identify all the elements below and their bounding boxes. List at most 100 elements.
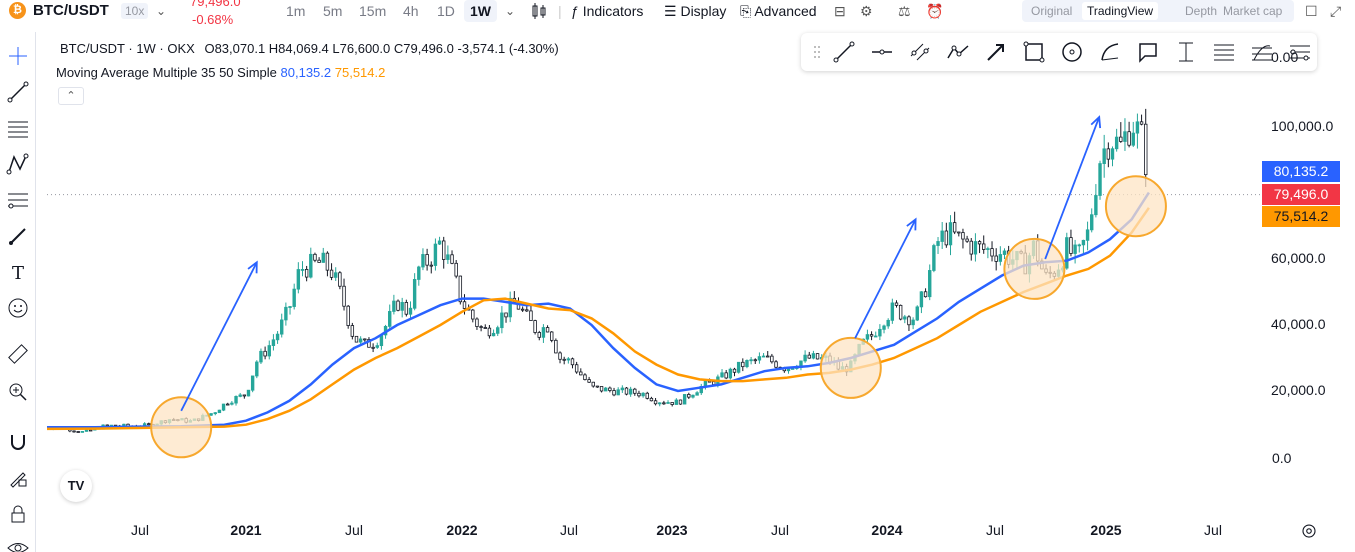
candle-body — [479, 326, 483, 328]
crosshair-icon[interactable] — [6, 44, 30, 68]
timeframe-1m[interactable]: 1m — [286, 3, 306, 19]
candle-body — [1135, 121, 1140, 134]
candle-body — [911, 319, 915, 326]
timeframe-4h[interactable]: 4h — [403, 3, 419, 19]
candle-body — [1114, 136, 1119, 150]
candle-body — [803, 354, 807, 362]
drag-handle-icon[interactable] — [805, 40, 829, 64]
candle-body — [637, 392, 641, 397]
candle-body — [1098, 163, 1102, 196]
candle-body — [919, 291, 924, 308]
zoom-in-icon[interactable] — [6, 380, 30, 404]
tab-depth[interactable]: Depth — [1185, 4, 1218, 18]
collapse-legend-button[interactable]: ⌃ — [58, 87, 84, 105]
candle-body — [886, 319, 890, 327]
brush-icon[interactable] — [6, 224, 30, 248]
chevron-down-icon[interactable]: ⌄ — [505, 4, 516, 18]
scale-icon[interactable]: ⚖ — [898, 3, 911, 19]
arrow-icon[interactable] — [984, 40, 1008, 64]
candle-body — [653, 400, 658, 405]
candle-body — [874, 335, 878, 338]
lock-drawing-icon[interactable] — [6, 466, 30, 490]
fib-retracement-icon[interactable] — [6, 116, 30, 140]
callout-icon[interactable] — [1136, 40, 1160, 64]
lock-icon[interactable] — [6, 502, 30, 526]
advanced-button[interactable]: ⎘ Advanced — [740, 3, 817, 19]
candle-body — [263, 350, 267, 357]
candle-body — [965, 238, 969, 242]
candle-body — [554, 339, 558, 354]
candle-body — [670, 402, 674, 405]
expand-icon[interactable]: ⤢ — [1330, 3, 1342, 19]
gear-icon[interactable]: ⚙ — [860, 3, 873, 19]
leverage-badge[interactable]: 10x — [121, 3, 149, 19]
candle-body — [1139, 121, 1144, 125]
text-icon[interactable]: T — [6, 260, 30, 284]
candle-body — [533, 320, 537, 333]
fib-channel-icon[interactable] — [1288, 40, 1312, 64]
prediction-icon[interactable] — [6, 188, 30, 212]
trend-line-icon[interactable] — [6, 80, 30, 104]
fib-icon[interactable] — [1212, 40, 1236, 64]
template-icon[interactable]: ⊟ — [834, 3, 846, 19]
layout-icon[interactable]: ☐ — [1305, 3, 1318, 19]
candle-body — [940, 230, 944, 242]
timeframe-1w[interactable]: 1W — [464, 0, 497, 22]
arrow-annotation — [1044, 116, 1101, 260]
symbol-name[interactable]: BTC/USDT — [33, 2, 109, 19]
price-range-icon[interactable] — [1174, 40, 1198, 64]
candle-body — [334, 272, 338, 278]
candle-body — [358, 338, 363, 343]
candle-body — [275, 333, 280, 341]
arrow-annotation — [854, 218, 917, 339]
timeframe-15m[interactable]: 15m — [359, 3, 387, 19]
trend-line-icon[interactable] — [832, 40, 856, 64]
candle-type-icon[interactable] — [531, 0, 547, 22]
settings-icon[interactable] — [1300, 522, 1318, 540]
candle-body — [878, 328, 882, 337]
chevron-down-icon[interactable]: ⌄ — [156, 4, 167, 18]
candle-body — [741, 361, 745, 368]
tab-tradingview[interactable]: TradingView — [1082, 2, 1159, 20]
alert-icon[interactable]: ⏰ — [926, 3, 944, 19]
time-tick: Jul — [131, 522, 149, 538]
timeframe-5m[interactable]: 5m — [323, 3, 343, 19]
pattern-icon[interactable] — [6, 152, 30, 176]
chart-area[interactable] — [47, 32, 1260, 517]
candle-body — [487, 327, 492, 337]
top-toolbar: ₿ BTC/USDT 10x ⌄ 79,496.0 -0.68% 1m 5m 1… — [0, 0, 1355, 27]
tab-original[interactable]: Original — [1031, 4, 1073, 18]
indicator-legend[interactable]: Moving Average Multiple 35 50 Simple 80,… — [56, 65, 385, 80]
candle-body — [454, 262, 458, 277]
candle-body — [309, 253, 313, 278]
price-chart[interactable] — [47, 32, 1260, 517]
fib-fan-icon[interactable] — [1250, 40, 1274, 64]
candle-body — [1073, 244, 1077, 254]
rectangle-icon[interactable] — [1022, 40, 1046, 64]
curve-icon[interactable] — [1098, 40, 1122, 64]
emoji-icon[interactable] — [6, 296, 30, 320]
candle-body — [1090, 214, 1094, 231]
candle-body — [691, 394, 695, 398]
candle-body — [1144, 123, 1148, 176]
candle-body — [537, 332, 541, 338]
timeframe-1d[interactable]: 1D — [437, 3, 455, 19]
candle-body — [404, 302, 409, 315]
tab-market-cap[interactable]: Market cap — [1223, 4, 1283, 18]
indicators-button[interactable]: ƒ Indicators — [571, 3, 644, 19]
candle-body — [1065, 237, 1069, 269]
magnet-icon[interactable] — [6, 430, 30, 454]
candle-body — [396, 300, 400, 311]
candle-body — [915, 306, 919, 321]
candle-body — [313, 253, 317, 261]
path-icon[interactable] — [946, 40, 970, 64]
circle-icon[interactable] — [1060, 40, 1084, 64]
candle-body — [504, 312, 508, 318]
eye-icon[interactable] — [6, 536, 30, 552]
parallel-channel-icon[interactable] — [908, 40, 932, 64]
candle-body — [342, 285, 346, 307]
horizontal-line-icon[interactable] — [870, 40, 894, 64]
ruler-icon[interactable] — [6, 342, 30, 366]
candle-body — [1094, 195, 1098, 216]
display-button[interactable]: ☰ Display — [664, 3, 727, 19]
